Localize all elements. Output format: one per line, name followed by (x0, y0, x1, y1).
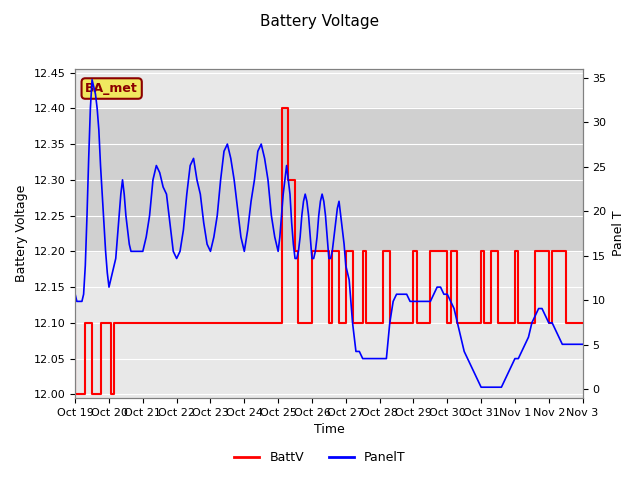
Bar (75, 108, 582, 252)
Text: Battery Voltage: Battery Voltage (260, 14, 380, 29)
Text: BA_met: BA_met (85, 82, 138, 95)
Y-axis label: Battery Voltage: Battery Voltage (15, 185, 28, 282)
X-axis label: Time: Time (314, 423, 344, 436)
Y-axis label: Panel T: Panel T (612, 211, 625, 256)
Legend: BattV, PanelT: BattV, PanelT (229, 446, 411, 469)
